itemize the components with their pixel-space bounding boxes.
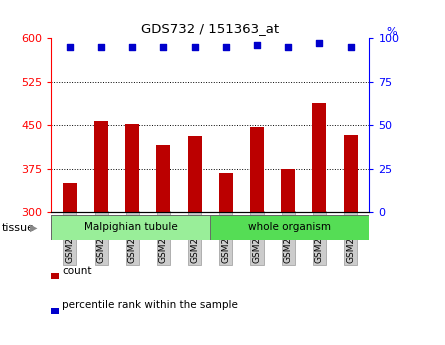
Point xyxy=(66,44,73,49)
Text: ▶: ▶ xyxy=(30,223,38,233)
Text: %: % xyxy=(387,27,397,37)
Bar xyxy=(250,127,264,212)
Title: GDS732 / 151363_at: GDS732 / 151363_at xyxy=(141,22,279,36)
Point xyxy=(97,44,105,49)
Bar xyxy=(210,215,369,240)
Bar xyxy=(94,121,108,212)
Bar xyxy=(312,103,327,212)
Point xyxy=(160,44,167,49)
Text: percentile rank within the sample: percentile rank within the sample xyxy=(62,300,238,310)
Bar xyxy=(125,124,139,212)
Point xyxy=(347,44,354,49)
Point xyxy=(285,44,292,49)
Bar xyxy=(157,145,170,212)
Point xyxy=(191,44,198,49)
Point xyxy=(129,44,136,49)
Bar xyxy=(344,135,358,212)
Text: whole organism: whole organism xyxy=(248,223,332,232)
Text: Malpighian tubule: Malpighian tubule xyxy=(84,223,178,232)
Point xyxy=(222,44,230,49)
Text: count: count xyxy=(62,266,92,276)
Bar xyxy=(63,183,77,212)
Bar xyxy=(219,173,233,212)
Point xyxy=(316,40,323,46)
Point xyxy=(254,42,261,48)
Text: tissue: tissue xyxy=(2,223,35,233)
Bar xyxy=(188,136,202,212)
Bar xyxy=(51,215,210,240)
Bar xyxy=(281,169,295,212)
